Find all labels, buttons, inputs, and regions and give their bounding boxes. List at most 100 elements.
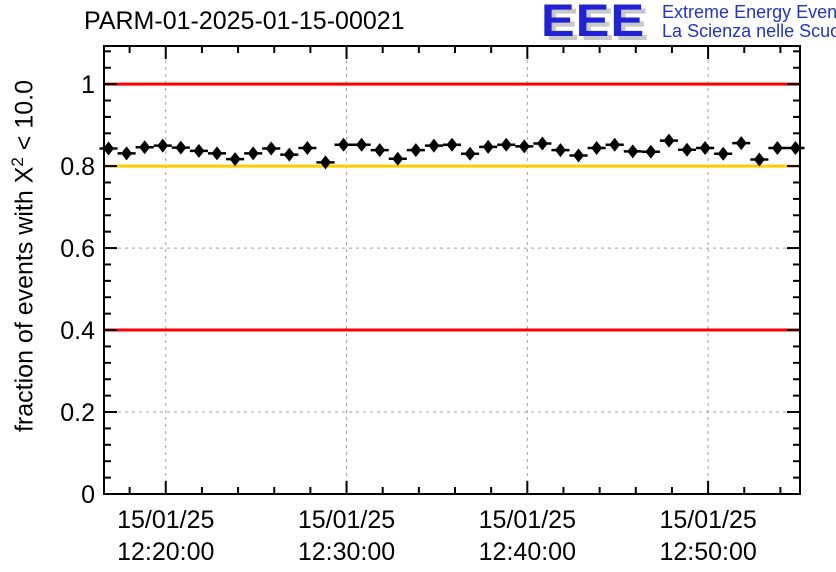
plot-title: PARM-01-2025-01-15-00021 xyxy=(84,7,405,35)
data-point xyxy=(298,141,317,156)
diamond-marker xyxy=(374,143,386,158)
diamond-marker xyxy=(500,137,512,152)
data-point xyxy=(442,137,462,152)
diamond-marker xyxy=(392,151,404,166)
diamond-marker xyxy=(536,136,548,151)
data-point xyxy=(388,151,407,166)
diamond-marker xyxy=(338,137,350,152)
eee-logo-letters: EEE xyxy=(541,0,646,46)
diamond-marker xyxy=(193,143,205,158)
data-point xyxy=(352,137,371,152)
data-point xyxy=(135,140,154,155)
data-point xyxy=(641,144,660,159)
data-point xyxy=(587,141,606,156)
diamond-marker xyxy=(464,146,476,161)
logo-subtitle-1: Extreme Energy Events xyxy=(662,2,836,22)
data-point xyxy=(605,137,624,152)
data-point xyxy=(515,139,534,154)
data-point xyxy=(551,143,570,158)
data-point xyxy=(659,133,678,148)
diamond-marker xyxy=(410,143,422,158)
data-point xyxy=(171,140,190,155)
diamond-marker xyxy=(428,138,440,153)
diamond-marker xyxy=(789,141,801,156)
y-axis-title-suffix: < 10.0 xyxy=(10,79,39,158)
diamond-marker xyxy=(139,140,151,155)
y-tick-label: 0.2 xyxy=(60,399,95,427)
y-tick-label: 1 xyxy=(81,71,95,99)
diamond-marker xyxy=(735,136,747,151)
data-point xyxy=(786,141,805,156)
diamond-marker xyxy=(717,146,729,161)
diamond-marker xyxy=(211,146,223,161)
x-tick-label-time: 12:20:00 xyxy=(117,538,214,566)
x-tick-label-time: 12:50:00 xyxy=(659,538,756,566)
data-point xyxy=(479,139,498,154)
y-tick-label: 0.4 xyxy=(60,317,95,345)
diamond-marker xyxy=(157,138,169,153)
y-axis-title-prefix: fraction of events with X xyxy=(10,166,39,433)
diamond-marker xyxy=(681,142,693,157)
data-point xyxy=(768,141,787,156)
diamond-marker xyxy=(247,146,259,161)
data-point xyxy=(677,142,697,157)
data-point xyxy=(533,136,552,151)
diamond-marker xyxy=(283,147,295,162)
x-tick-label-date: 15/01/25 xyxy=(659,506,756,534)
diamond-marker xyxy=(103,141,115,156)
data-point xyxy=(316,155,335,170)
data-point xyxy=(497,137,516,152)
diamond-marker xyxy=(627,144,639,159)
diamond-marker xyxy=(175,140,187,155)
diamond-marker xyxy=(446,137,458,152)
diamond-marker xyxy=(771,141,783,156)
eee-logo-text: Extreme Energy Events La Scienza nelle S… xyxy=(662,3,836,41)
y-tick-label: 0.6 xyxy=(60,235,95,263)
diamond-marker xyxy=(482,139,494,154)
y-tick-label: 0 xyxy=(81,481,95,509)
data-point xyxy=(569,148,588,163)
data-point xyxy=(280,147,299,162)
diamond-marker xyxy=(319,155,331,170)
data-point xyxy=(99,141,118,156)
data-point xyxy=(153,138,172,153)
data-point xyxy=(406,143,425,158)
data-point xyxy=(424,138,443,153)
data-point xyxy=(623,144,642,159)
data-point xyxy=(750,152,769,167)
diamond-marker xyxy=(301,141,313,156)
data-point xyxy=(226,152,245,167)
data-point xyxy=(189,143,208,158)
y-axis-title-superscript: 2 xyxy=(8,157,27,167)
data-point xyxy=(370,143,389,158)
x-tick-label-date: 15/01/25 xyxy=(298,506,395,534)
diamond-marker xyxy=(699,141,711,156)
diamond-marker xyxy=(645,144,657,159)
diamond-marker xyxy=(663,133,675,148)
data-point xyxy=(732,136,751,151)
diamond-marker xyxy=(356,137,368,152)
diamond-marker xyxy=(591,141,603,156)
data-point xyxy=(696,141,715,156)
x-tick-label-time: 12:40:00 xyxy=(479,538,576,566)
x-tick-label-time: 12:30:00 xyxy=(298,538,395,566)
data-point xyxy=(262,141,281,156)
eee-logo: EEE Extreme Energy Events La Scienza nel… xyxy=(541,0,836,46)
data-point xyxy=(714,146,733,161)
diamond-marker xyxy=(554,143,566,158)
diamond-marker xyxy=(265,141,277,156)
data-point xyxy=(207,146,227,161)
diamond-marker xyxy=(229,152,241,167)
diamond-marker xyxy=(518,139,530,154)
plot-frame-border xyxy=(103,45,801,495)
data-point xyxy=(461,146,480,161)
x-tick-label-date: 15/01/25 xyxy=(479,506,576,534)
data-point xyxy=(117,146,136,161)
data-point xyxy=(334,137,353,152)
data-point xyxy=(244,146,263,161)
logo-subtitle-2: La Scienza nelle Scuole xyxy=(662,21,836,41)
y-axis-title: fraction of events with X2 < 10.0 xyxy=(8,26,40,486)
diamond-marker xyxy=(573,148,585,163)
